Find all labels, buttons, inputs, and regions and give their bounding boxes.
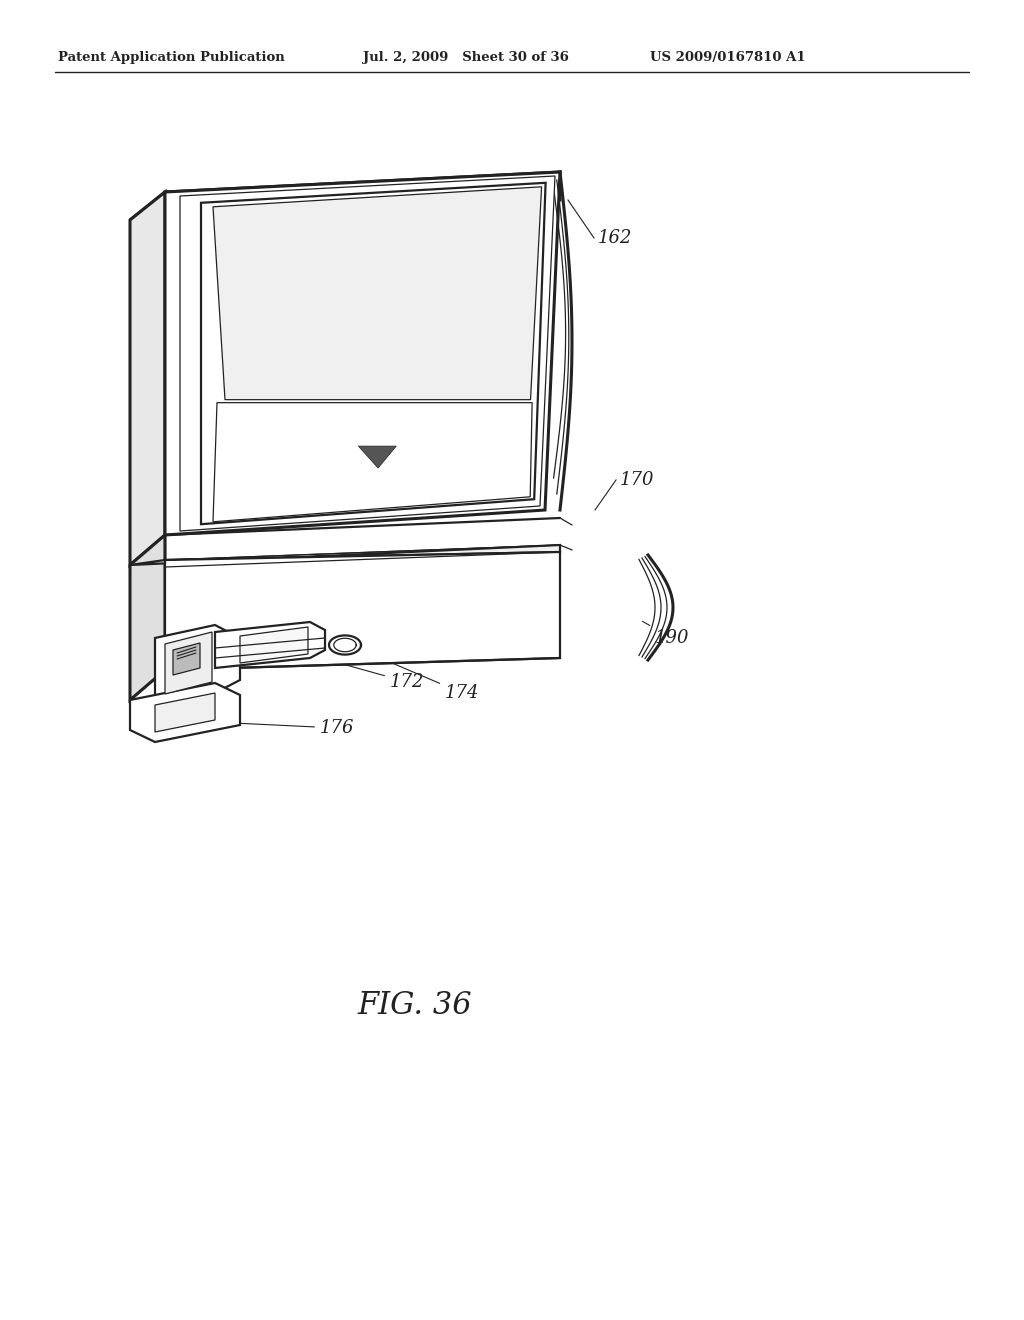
Text: 184: 184 xyxy=(177,631,255,659)
Polygon shape xyxy=(201,182,546,524)
Text: 170: 170 xyxy=(620,471,654,488)
Polygon shape xyxy=(240,627,308,663)
Polygon shape xyxy=(165,552,560,671)
Polygon shape xyxy=(165,172,560,535)
Polygon shape xyxy=(130,191,165,565)
Polygon shape xyxy=(173,643,200,675)
Text: Jul. 2, 2009   Sheet 30 of 36: Jul. 2, 2009 Sheet 30 of 36 xyxy=(362,51,569,65)
Polygon shape xyxy=(213,403,532,521)
Polygon shape xyxy=(155,624,240,705)
Polygon shape xyxy=(213,187,542,400)
Polygon shape xyxy=(130,172,560,220)
Polygon shape xyxy=(180,176,555,531)
Polygon shape xyxy=(130,545,560,565)
Text: 172: 172 xyxy=(288,648,425,690)
Text: 162: 162 xyxy=(598,228,633,247)
Polygon shape xyxy=(165,632,212,694)
Polygon shape xyxy=(155,693,215,733)
Text: 174: 174 xyxy=(352,645,479,702)
Polygon shape xyxy=(130,682,240,742)
Text: 190: 190 xyxy=(642,622,689,647)
Text: FIG. 36: FIG. 36 xyxy=(357,990,472,1020)
Polygon shape xyxy=(358,446,396,469)
Text: US 2009/0167810 A1: US 2009/0167810 A1 xyxy=(650,51,806,65)
Text: Patent Application Publication: Patent Application Publication xyxy=(58,51,285,65)
Polygon shape xyxy=(215,622,325,668)
Text: 176: 176 xyxy=(173,719,354,737)
Polygon shape xyxy=(130,535,165,700)
